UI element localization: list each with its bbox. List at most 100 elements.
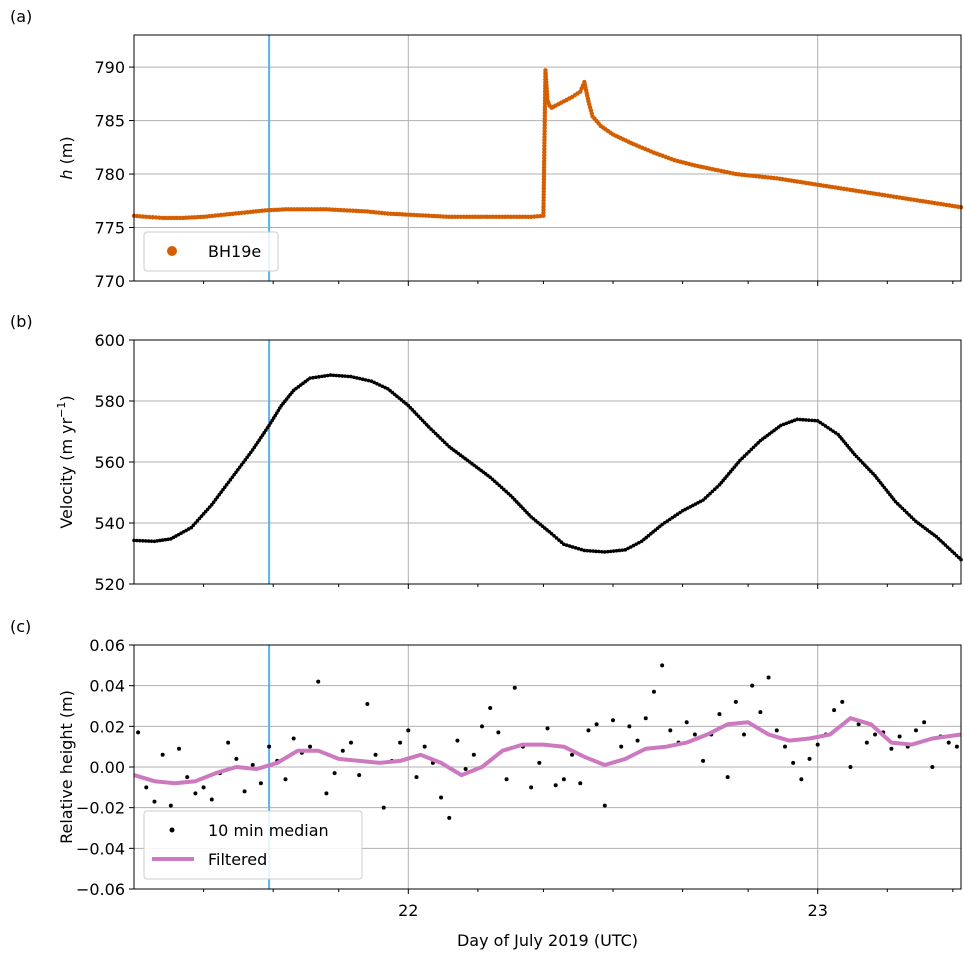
data-point bbox=[426, 425, 431, 429]
data-point bbox=[651, 689, 656, 694]
data-point bbox=[747, 449, 751, 454]
data-point bbox=[554, 536, 559, 540]
data-point bbox=[605, 549, 610, 554]
data-point bbox=[373, 752, 378, 757]
y-tick-label: −0.04 bbox=[76, 839, 125, 858]
data-point bbox=[147, 214, 152, 220]
data-point bbox=[541, 198, 546, 203]
data-point bbox=[668, 728, 673, 733]
legend-label: Filtered bbox=[208, 850, 267, 869]
data-point bbox=[541, 192, 546, 197]
data-point bbox=[627, 724, 632, 729]
y-axis-label: h (m) bbox=[57, 136, 76, 179]
data-point bbox=[930, 765, 935, 769]
data-point bbox=[291, 736, 296, 741]
data-point bbox=[314, 375, 318, 380]
data-point bbox=[237, 465, 242, 470]
data-point bbox=[348, 740, 353, 745]
data-point bbox=[221, 487, 225, 492]
data-point bbox=[902, 508, 907, 513]
data-point bbox=[250, 762, 255, 767]
data-point bbox=[660, 522, 664, 527]
x-axis-label: Day of July 2019 (UTC) bbox=[457, 931, 638, 950]
data-point bbox=[594, 722, 599, 727]
data-point bbox=[754, 443, 758, 447]
data-point bbox=[856, 722, 861, 727]
data-point bbox=[701, 758, 706, 763]
data-point bbox=[357, 376, 362, 381]
data-point bbox=[433, 431, 438, 436]
data-point bbox=[541, 165, 547, 170]
data-point bbox=[138, 538, 142, 543]
data-point bbox=[787, 420, 791, 425]
data-point bbox=[798, 417, 802, 422]
data-point bbox=[541, 189, 546, 194]
data-point bbox=[542, 113, 548, 118]
data-point bbox=[140, 538, 145, 543]
data-point bbox=[542, 107, 548, 112]
data-point bbox=[582, 548, 587, 553]
data-point bbox=[549, 531, 554, 536]
data-point bbox=[195, 518, 200, 523]
data-point bbox=[750, 683, 755, 688]
data-point bbox=[193, 791, 198, 796]
data-point bbox=[160, 752, 165, 757]
data-point bbox=[541, 171, 547, 176]
data-point bbox=[873, 732, 878, 737]
data-point bbox=[831, 429, 835, 433]
data-point bbox=[542, 131, 547, 137]
x-tick-label: 22 bbox=[398, 901, 418, 920]
data-point bbox=[381, 805, 386, 810]
data-point bbox=[678, 510, 682, 515]
data-point bbox=[224, 482, 229, 487]
data-point bbox=[541, 213, 546, 218]
data-point bbox=[807, 418, 811, 422]
y-tick-label: 560 bbox=[94, 453, 125, 472]
data-point bbox=[542, 119, 547, 125]
data-point bbox=[352, 375, 356, 380]
data-point bbox=[471, 752, 476, 757]
data-point bbox=[283, 777, 288, 782]
data-point bbox=[541, 207, 546, 212]
data-point bbox=[228, 477, 233, 482]
data-point bbox=[166, 537, 170, 542]
data-point bbox=[864, 740, 869, 745]
data-point bbox=[733, 699, 738, 704]
y-tick-label: 770 bbox=[94, 272, 125, 291]
y-tick-label: −0.06 bbox=[76, 880, 125, 899]
data-point bbox=[363, 378, 368, 382]
data-point bbox=[398, 740, 403, 745]
data-point bbox=[201, 512, 206, 516]
data-point bbox=[608, 549, 613, 554]
data-point bbox=[308, 744, 313, 749]
data-point bbox=[828, 427, 833, 432]
y-tick-label: 580 bbox=[94, 392, 125, 411]
data-point bbox=[143, 539, 148, 543]
axes-frame bbox=[133, 34, 962, 282]
data-point bbox=[234, 470, 238, 475]
data-point bbox=[710, 489, 715, 494]
legend-label: BH19e bbox=[208, 242, 261, 261]
data-point bbox=[954, 744, 959, 749]
y-tick-label: 785 bbox=[94, 112, 125, 131]
data-point bbox=[504, 777, 509, 782]
data-point bbox=[573, 546, 578, 550]
y-tick-label: 540 bbox=[94, 514, 125, 533]
data-point bbox=[541, 195, 546, 200]
legend-dot-marker bbox=[169, 827, 175, 833]
data-point bbox=[619, 744, 624, 749]
data-point bbox=[603, 550, 607, 554]
y-axis-label: Relative height (m) bbox=[57, 690, 76, 844]
data-point bbox=[905, 510, 909, 515]
data-point bbox=[792, 418, 797, 423]
data-point bbox=[766, 675, 771, 680]
data-point bbox=[189, 525, 194, 530]
data-point bbox=[779, 423, 783, 428]
data-point bbox=[334, 373, 339, 378]
data-point bbox=[199, 514, 204, 518]
y-tick-label: 0.00 bbox=[89, 758, 125, 777]
data-point bbox=[749, 447, 754, 452]
data-point bbox=[203, 509, 208, 514]
legend-frame bbox=[143, 231, 279, 272]
data-point bbox=[561, 777, 566, 782]
